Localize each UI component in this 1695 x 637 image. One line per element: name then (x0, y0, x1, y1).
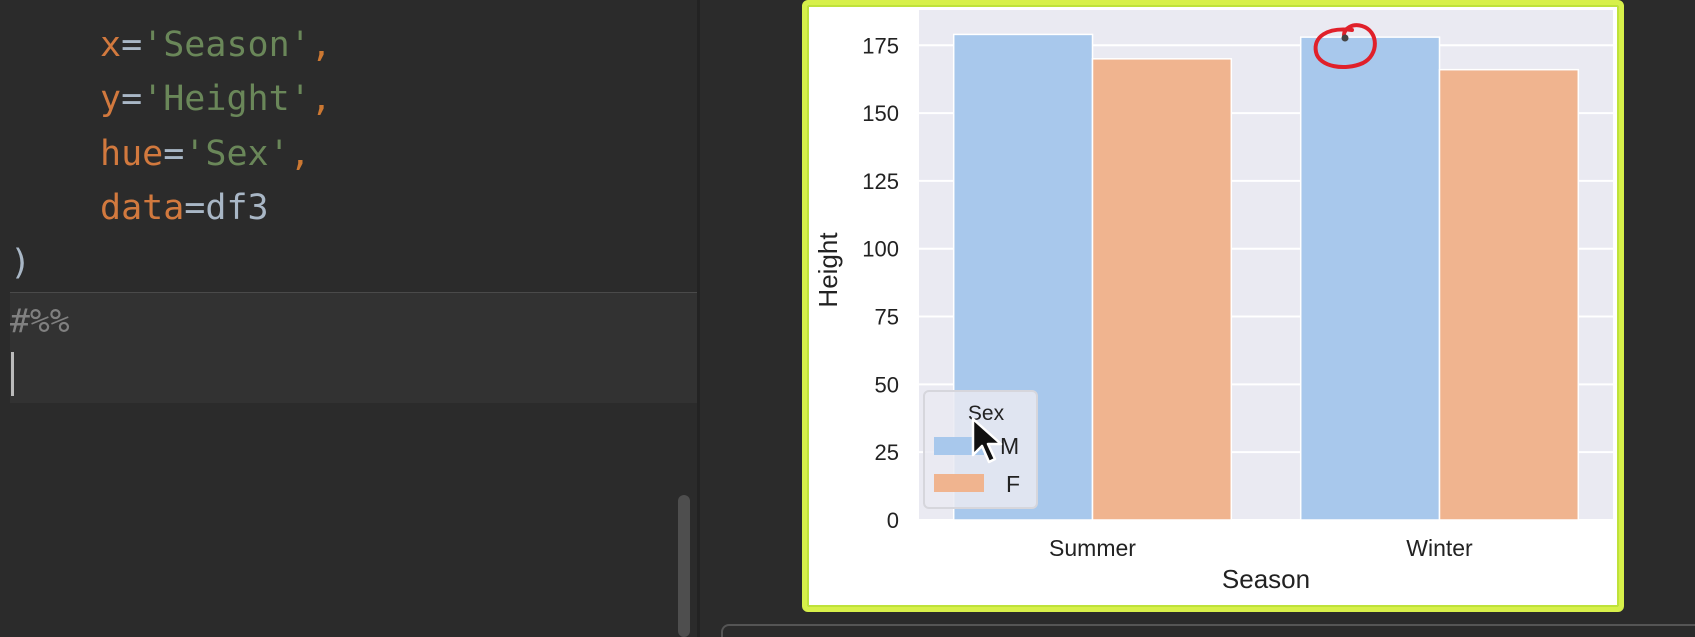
y-tick-label: 125 (862, 169, 899, 194)
x-tick-labels: Summer Winter (1049, 535, 1473, 561)
y-tick-label: 175 (862, 33, 899, 58)
code-param: hue (100, 134, 164, 174)
code-value: 'Sex' (184, 134, 290, 174)
code-value: 'Season' (142, 25, 311, 65)
code-line-data[interactable]: data=df3 (10, 181, 269, 235)
code-equals: = (121, 25, 143, 65)
annotation-dot (1341, 34, 1349, 42)
cell-marker: #%% (10, 301, 70, 340)
pane-divider[interactable] (697, 0, 700, 637)
code-param: x (100, 25, 122, 65)
bar-f-winter (1438, 68, 1580, 521)
code-equals: = (121, 79, 143, 119)
code-line-hue[interactable]: hue='Sex', (10, 127, 311, 181)
code-line-x[interactable]: x='Season', (10, 18, 332, 72)
code-line-closing-paren[interactable]: ) (10, 236, 31, 290)
plot-output-highlighted: 0 25 50 75 100 125 150 175 Summer Winter Season … (802, 0, 1624, 612)
mouse-pointer-icon (971, 417, 1003, 464)
code-comma: , (310, 25, 332, 65)
editor-scrollbar[interactable] (678, 495, 690, 637)
code-value: df3 (205, 188, 269, 228)
y-tick-label: 100 (862, 237, 899, 262)
code-equals: = (163, 134, 185, 174)
code-line-y[interactable]: y='Height', (10, 72, 332, 126)
y-tick-label: 25 (875, 440, 899, 465)
y-tick-label: 150 (862, 101, 899, 126)
annotation-scribble (1313, 23, 1377, 69)
current-cell[interactable] (10, 293, 697, 403)
code-editor[interactable]: x='Season', y='Height', hue='Sex', data=… (0, 0, 697, 637)
code-equals: = (184, 188, 206, 228)
bars (952, 33, 1580, 521)
code-param: y (100, 79, 122, 119)
y-tick-labels: 0 25 50 75 100 125 150 175 (862, 33, 899, 533)
legend-label-m: M (1000, 433, 1019, 459)
annotation-circle (1313, 23, 1377, 69)
text-cursor (11, 352, 14, 396)
x-tick-label: Winter (1406, 535, 1473, 561)
legend-label-f: F (1006, 471, 1020, 497)
code-comma: , (289, 134, 311, 174)
y-tick-label: 50 (875, 372, 899, 397)
legend-swatch-f (934, 474, 984, 492)
y-tick-label: 75 (875, 305, 899, 330)
code-param: data (100, 188, 185, 228)
bar-f-summer (1091, 58, 1233, 521)
legend: Sex M F (923, 390, 1038, 509)
legend-title: Sex (968, 402, 1005, 425)
legend-swatch-m (934, 437, 984, 455)
y-tick-label: 0 (887, 508, 899, 533)
code-value: 'Height' (142, 79, 311, 119)
closing-paren: ) (10, 243, 32, 283)
bottom-panel[interactable] (721, 624, 1695, 637)
x-axis-label: Season (1222, 564, 1310, 594)
y-axis-label: Height (813, 232, 843, 308)
bar-m-winter (1299, 36, 1441, 521)
x-tick-label: Summer (1049, 535, 1136, 561)
code-comma: , (310, 79, 332, 119)
cell-divider (10, 292, 697, 293)
